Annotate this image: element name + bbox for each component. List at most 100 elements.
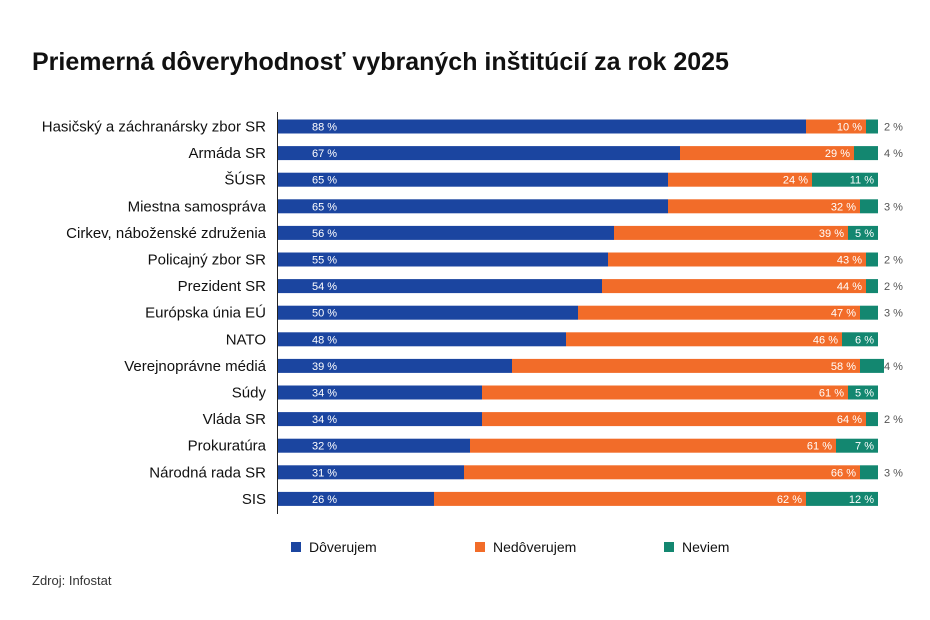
source-note: Zdroj: Infostat — [32, 573, 112, 588]
bar-doverujem — [278, 225, 614, 240]
data-label: 31 % — [312, 467, 337, 479]
category-label: ŠÚSR — [224, 172, 266, 189]
data-label: 64 % — [837, 414, 862, 426]
legend-swatch — [664, 542, 674, 552]
data-label: 7 % — [855, 441, 874, 453]
bar-doverujem — [278, 385, 482, 400]
category-label: SIS — [242, 491, 266, 508]
legend: Dôverujem Nedôverujem Neviem — [291, 539, 729, 555]
bar-nedoverujem — [482, 412, 866, 427]
bar-doverujem — [278, 252, 608, 267]
category-label: Európska únia EÚ — [145, 305, 266, 322]
data-label: 65 % — [312, 201, 337, 213]
data-label: 2 % — [884, 255, 903, 267]
data-label: 43 % — [837, 255, 862, 267]
bar-doverujem — [278, 465, 464, 480]
bar-doverujem — [278, 199, 668, 214]
bar-nedoverujem — [512, 358, 860, 373]
category-label: NATO — [226, 331, 266, 348]
data-label: 32 % — [312, 441, 337, 453]
data-label: 2 % — [884, 281, 903, 293]
bar-neviem — [836, 438, 878, 453]
data-label: 3 % — [884, 308, 903, 320]
bar-nedoverujem — [668, 199, 860, 214]
data-label: 61 % — [807, 441, 832, 453]
data-label: 3 % — [884, 201, 903, 213]
bar-neviem — [866, 279, 878, 294]
data-label: 66 % — [831, 467, 856, 479]
data-label: 56 % — [312, 228, 337, 240]
bar-doverujem — [278, 146, 680, 161]
data-label: 54 % — [312, 281, 337, 293]
category-label: Prokuratúra — [188, 438, 267, 455]
bar-neviem — [860, 305, 878, 320]
legend-swatch — [475, 542, 485, 552]
bar-nedoverujem — [434, 491, 806, 506]
data-label: 34 % — [312, 414, 337, 426]
bar-neviem — [866, 119, 878, 134]
data-label: 24 % — [783, 175, 808, 187]
data-label: 39 % — [819, 228, 844, 240]
data-label: 11 % — [850, 175, 874, 187]
data-label: 3 % — [884, 467, 903, 479]
category-label: Policajný zbor SR — [148, 252, 267, 269]
data-label: 62 % — [777, 494, 802, 506]
data-label: 12 % — [849, 494, 874, 506]
bar-doverujem — [278, 172, 668, 187]
category-label: Verejnoprávne médiá — [124, 358, 266, 375]
data-label: 5 % — [855, 228, 874, 240]
data-label: 6 % — [855, 334, 874, 346]
bar-neviem — [806, 491, 878, 506]
bar-neviem — [866, 412, 878, 427]
bar-doverujem — [278, 279, 602, 294]
bar-nedoverujem — [806, 119, 866, 134]
bar-neviem — [848, 385, 878, 400]
bar-nedoverujem — [680, 146, 854, 161]
data-label: 5 % — [855, 388, 874, 400]
legend-label: Nedôverujem — [493, 539, 576, 555]
data-label: 50 % — [312, 308, 337, 320]
data-label: 47 % — [831, 308, 856, 320]
bar-doverujem — [278, 491, 434, 506]
bar-neviem — [848, 225, 878, 240]
bar-neviem — [842, 332, 878, 347]
data-label: 10 % — [837, 122, 862, 134]
bar-nedoverujem — [614, 225, 848, 240]
bars-group: Hasičský a záchranársky zbor SR 88 % 10 % 2… — [42, 119, 903, 508]
data-label: 4 % — [884, 361, 903, 373]
data-label: 29 % — [825, 148, 850, 160]
data-label: 46 % — [813, 334, 838, 346]
category-label: Súdy — [232, 385, 267, 402]
bar-nedoverujem — [566, 332, 842, 347]
data-label: 34 % — [312, 388, 337, 400]
data-label: 39 % — [312, 361, 337, 373]
bar-nedoverujem — [578, 305, 860, 320]
chart-title: Priemerná dôveryhodnosť vybraných inštit… — [32, 48, 729, 76]
bar-nedoverujem — [464, 465, 860, 480]
bar-doverujem — [278, 438, 470, 453]
data-label: 44 % — [837, 281, 862, 293]
bar-nedoverujem — [668, 172, 812, 187]
bar-doverujem — [278, 358, 512, 373]
category-label: Armáda SR — [188, 145, 266, 162]
bar-doverujem — [278, 305, 578, 320]
bar-nedoverujem — [470, 438, 836, 453]
bar-doverujem — [278, 332, 566, 347]
category-label: Hasičský a záchranársky zbor SR — [42, 119, 266, 136]
legend-swatch — [291, 542, 301, 552]
data-label: 2 % — [884, 122, 903, 134]
bar-neviem — [860, 465, 878, 480]
data-label: 58 % — [831, 361, 856, 373]
bar-nedoverujem — [608, 252, 866, 267]
bar-neviem — [854, 146, 878, 161]
data-label: 67 % — [312, 148, 337, 160]
data-label: 88 % — [312, 122, 337, 134]
data-label: 65 % — [312, 175, 337, 187]
bar-neviem — [860, 199, 878, 214]
category-label: Cirkev, náboženské združenia — [66, 225, 266, 242]
data-label: 61 % — [819, 388, 844, 400]
bar-doverujem — [278, 412, 482, 427]
data-label: 55 % — [312, 255, 337, 267]
data-label: 2 % — [884, 414, 903, 426]
